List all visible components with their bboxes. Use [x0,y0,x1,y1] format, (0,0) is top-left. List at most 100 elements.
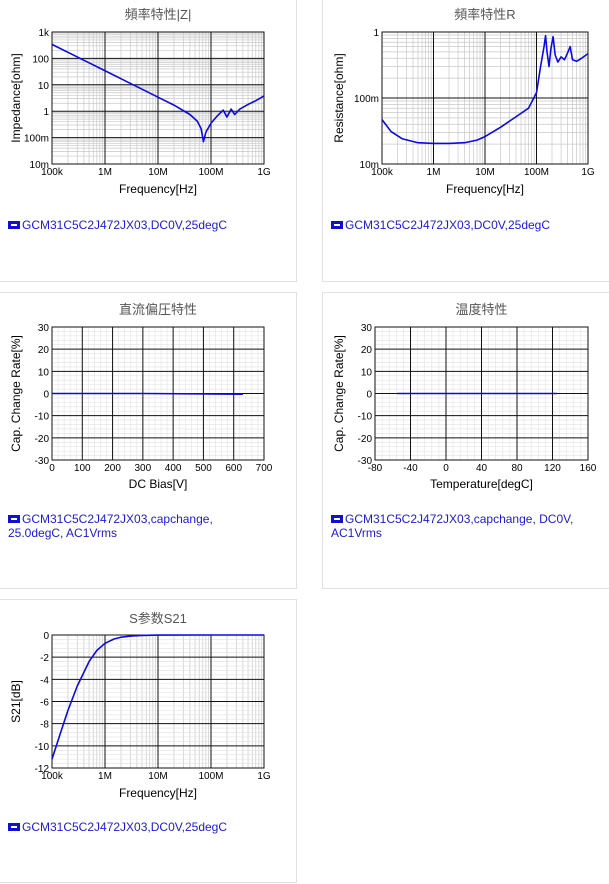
chart-legend[interactable]: GCM31C5C2J472JX03,capchange, 25.0degC, A… [8,512,213,540]
series-group [51,43,265,143]
y-tick-label: 100m [354,94,379,105]
x-tick-label: 100M [198,167,223,178]
x-axis-label: Frequency[Hz] [119,182,197,196]
chart-title: S参数S21 [129,611,187,626]
y-axis-label: Resistance[ohm] [332,53,346,142]
x-tick-label: 100k [41,771,64,782]
x-tick-label: 0 [49,463,55,474]
x-axis-label: Temperature[degC] [430,477,533,491]
legend-label: GCM31C5C2J472JX03,DC0V,25degC [22,218,228,232]
chart-legend[interactable]: GCM31C5C2J472JX03,DC0V,25degC [8,218,227,232]
y-axis-label: Impedance[ohm] [9,53,23,142]
legend-swatch-icon [8,822,20,831]
x-tick-label: 1M [98,771,112,782]
y-tick-label: 30 [38,323,50,334]
y-tick-label: 1 [43,107,49,118]
y-tick-label: 10 [38,367,50,378]
chart-legend[interactable]: GCM31C5C2J472JX03,DC0V,25degC [331,218,550,232]
chart-title: 温度特性 [455,302,507,317]
x-tick-label: -80 [368,463,383,474]
y-tick-label: -10 [35,742,50,753]
plot-frame [381,31,589,165]
y-tick-label: -20 [358,434,373,445]
y-tick-label: 10 [361,367,373,378]
series-line [51,43,265,143]
x-tick-label: 100k [371,167,394,178]
y-tick-label: 10m [360,160,379,171]
x-tick-label: 100M [198,771,223,782]
legend-label-line1: GCM31C5C2J472JX03,capchange, [22,512,213,526]
x-tick-label: 200 [104,463,121,474]
x-tick-label: 100 [74,463,91,474]
legend-label-line1: GCM31C5C2J472JX03,capchange, DC0V, [345,512,574,526]
x-tick-label: 1G [581,167,595,178]
grid [381,31,589,165]
y-tick-label: 20 [361,345,373,356]
y-tick-label: 100 [32,54,49,65]
series-group [51,634,264,760]
impedance-chart-panel: 頻率特性|Z| 100k 1M 10M 100M 1G 10m 100m 1 10 100 1k Fre… [0,0,297,282]
legend-swatch-icon [331,514,343,523]
y-axis-label: Cap. Change Rate[%] [332,335,346,452]
x-tick-label: 1M [427,167,441,178]
x-tick-label: 10M [475,167,494,178]
y-tick-label: -8 [40,720,49,731]
legend-label-line2: AC1Vrms [331,526,382,540]
x-tick-label: 160 [580,463,597,474]
legend-label-line2: 25.0degC, AC1Vrms [8,526,117,540]
x-tick-label: 10M [148,167,167,178]
series-group [381,34,589,145]
x-tick-label: 40 [476,463,488,474]
x-axis-label: Frequency[Hz] [446,182,524,196]
x-tick-label: 120 [544,463,561,474]
x-tick-label: 100M [524,167,549,178]
y-tick-label: 1 [373,28,379,39]
plot-frame [51,31,265,165]
legend-label: GCM31C5C2J472JX03,DC0V,25degC [345,218,551,232]
chart-title: 頻率特性|Z| [125,7,192,22]
x-tick-label: 0 [443,463,449,474]
x-tick-label: 600 [225,463,242,474]
y-tick-label: 10 [38,81,50,92]
series-line [52,392,243,395]
dc-bias-chart-panel: 直流偏圧特性 0 100 200 300 400 500 600 700 -30 -20 -10 0 10… [0,292,297,589]
y-axis-label: S21[dB] [9,680,23,723]
y-tick-label: -10 [358,412,373,423]
impedance-chart: 頻率特性|Z| 100k 1M 10M 100M 1G 10m 100m 1 10 100 1k Fre… [9,7,271,196]
x-tick-label: 1G [257,167,271,178]
chart-legend[interactable]: GCM31C5C2J472JX03,capchange, DC0V, AC1Vr… [331,512,573,540]
series-line [51,634,264,760]
y-tick-label: 100m [24,134,49,145]
chart-title: 直流偏圧特性 [119,302,197,317]
x-tick-label: 100k [41,167,64,178]
y-tick-label: -12 [35,764,50,775]
series-line [381,34,589,145]
x-tick-label: 1G [257,771,271,782]
legend-swatch-icon [8,514,20,523]
y-tick-label: 0 [366,390,372,401]
y-tick-label: 1k [38,28,50,39]
s21-chart: S参数S21 100k 1M 10M 100M 1G -12 -10 -8 -6 -4 -2 0 Freq… [9,611,271,800]
plot-frame [374,326,589,461]
y-tick-label: -10 [35,412,50,423]
y-tick-label: 10m [30,160,49,171]
chart-legend[interactable]: GCM31C5C2J472JX03,DC0V,25degC [8,820,227,834]
x-tick-label: 700 [256,463,273,474]
legend-label: GCM31C5C2J472JX03,DC0V,25degC [22,820,228,834]
x-tick-label: 80 [511,463,523,474]
x-tick-label: 500 [195,463,212,474]
x-tick-label: 1M [98,167,112,178]
y-tick-label: 0 [43,390,49,401]
y-tick-label: -30 [358,456,373,467]
x-axis-label: DC Bias[V] [129,477,188,491]
y-tick-label: -4 [40,675,49,686]
temperature-chart: 温度特性 -80 -40 0 40 80 120 160 -30 -20 -10 0 10 20 30 Tem… [332,302,597,491]
x-tick-label: 10M [148,771,167,782]
y-tick-label: 0 [43,631,49,642]
s21-chart-panel: S参数S21 100k 1M 10M 100M 1G -12 -10 -8 -6 -4 -2 0 Freq… [0,599,297,883]
y-tick-label: 20 [38,345,50,356]
temperature-chart-panel: 温度特性 -80 -40 0 40 80 120 160 -30 -20 -10 0 10 20 30 Tem… [322,292,609,589]
y-tick-label: -2 [40,653,49,664]
resistance-chart: 頻率特性R 100k 1M 10M 100M 1G 10m 100m 1 Frequency[Hz… [332,7,595,196]
legend-swatch-icon [331,220,343,229]
